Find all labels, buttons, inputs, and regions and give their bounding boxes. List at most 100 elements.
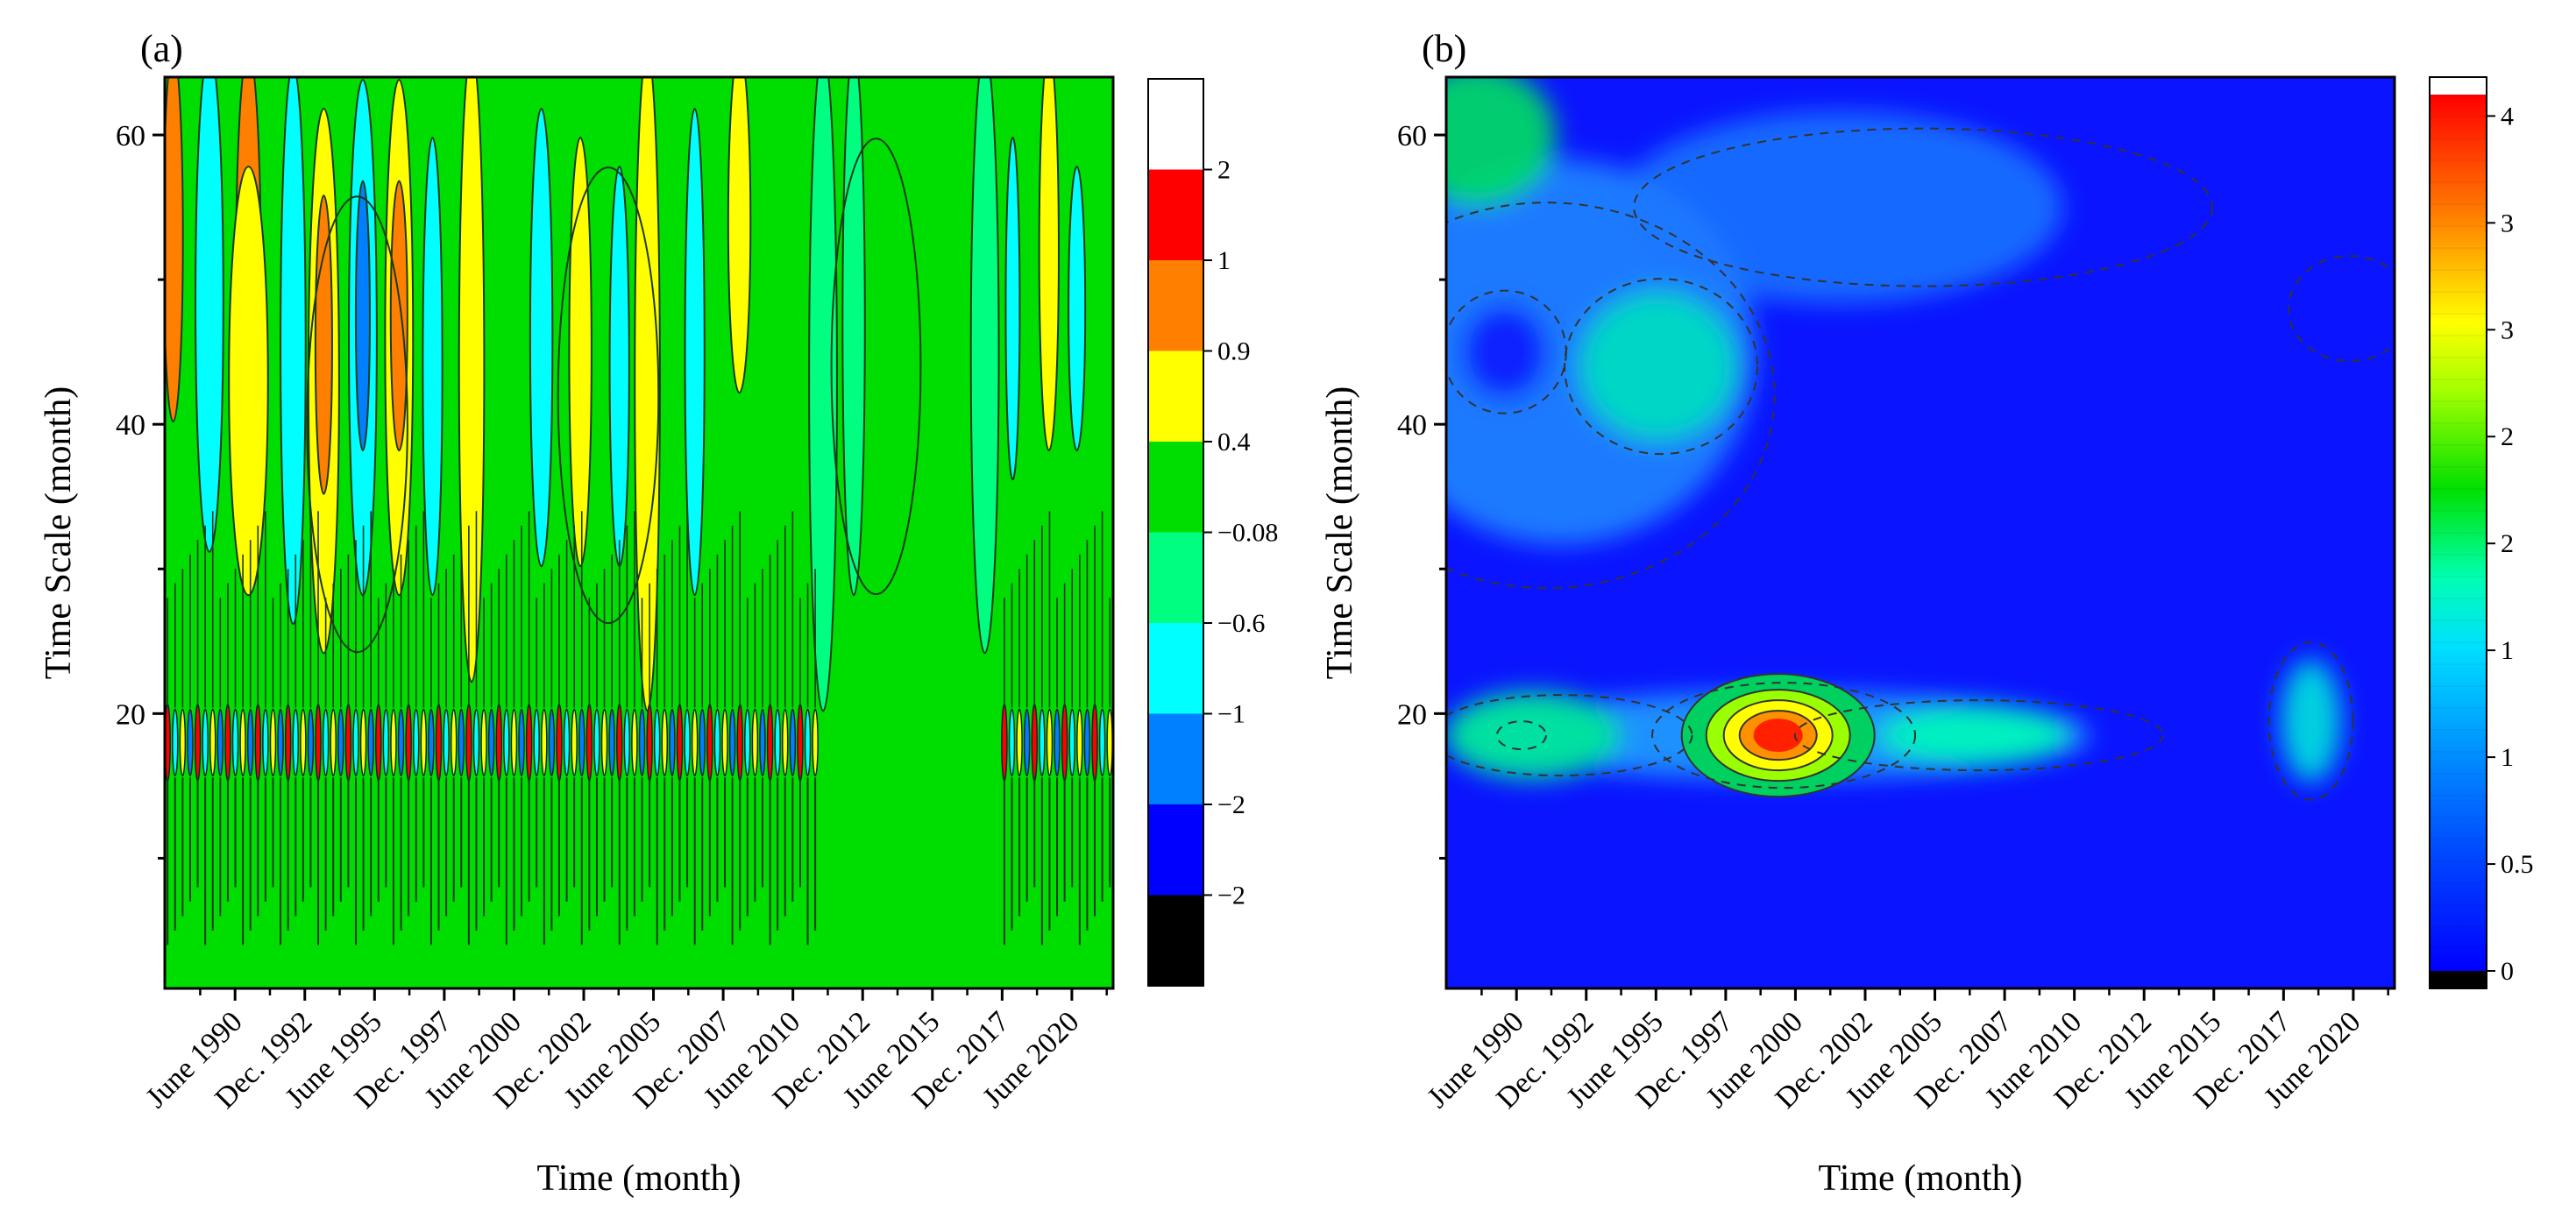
band-oscillation bbox=[736, 703, 743, 782]
band-oscillation bbox=[420, 708, 428, 777]
band-oscillation bbox=[209, 708, 216, 777]
band-oscillation bbox=[390, 708, 397, 777]
colorbar-label: 3 bbox=[2501, 315, 2514, 344]
ridge-blob bbox=[608, 166, 630, 568]
band-oscillation bbox=[623, 708, 631, 777]
plot-frame-b bbox=[1444, 75, 2396, 990]
band-oscillation bbox=[615, 703, 623, 782]
band-oscillation bbox=[631, 708, 638, 777]
band-oscillation bbox=[428, 708, 435, 777]
band-oscillation bbox=[533, 708, 540, 777]
colorbar-top-cap bbox=[2430, 77, 2487, 95]
power-region bbox=[1616, 110, 2063, 304]
band-oscillation bbox=[202, 708, 209, 777]
ridge-blob bbox=[422, 137, 444, 597]
band-oscillation bbox=[1001, 703, 1008, 782]
y-tick-label: 40 bbox=[116, 409, 145, 442]
band-oscillation bbox=[1076, 708, 1083, 777]
band-oscillation bbox=[525, 703, 533, 782]
significance-contour bbox=[2288, 255, 2395, 363]
band-oscillation bbox=[277, 708, 284, 777]
band-oscillation bbox=[563, 708, 571, 777]
band-oscillation bbox=[669, 708, 676, 777]
power-region bbox=[1579, 292, 1737, 442]
band-oscillation bbox=[224, 703, 231, 782]
significance-contour bbox=[1446, 694, 1693, 777]
band-oscillation bbox=[269, 708, 277, 777]
band-oscillation bbox=[1016, 708, 1023, 777]
significance-contour bbox=[1446, 202, 1776, 590]
band-oscillation bbox=[782, 708, 789, 777]
band-oscillation bbox=[571, 708, 578, 777]
band-oscillation bbox=[1106, 708, 1113, 777]
contour-line bbox=[1680, 673, 1876, 798]
band-oscillation bbox=[284, 703, 292, 782]
colorbar-swatch bbox=[1148, 169, 1203, 260]
band-oscillation bbox=[262, 708, 269, 777]
significance-contour bbox=[1793, 699, 2164, 772]
band-oscillation bbox=[307, 708, 315, 777]
band-oscillation bbox=[585, 703, 593, 782]
colorbar-label: 0.9 bbox=[1217, 337, 1251, 366]
x-axis-title-b: Time (month) bbox=[1819, 1158, 2023, 1199]
colorbar-frame bbox=[2429, 76, 2487, 989]
band-oscillation bbox=[676, 703, 684, 782]
band-oscillation bbox=[480, 708, 487, 777]
ridge-blob bbox=[314, 195, 333, 495]
y-tick-label: 20 bbox=[116, 698, 145, 731]
band-oscillation bbox=[713, 708, 721, 777]
wavelet-field-a bbox=[165, 77, 1113, 945]
ridge-blob bbox=[389, 180, 408, 452]
colorbar-label: 2 bbox=[1217, 156, 1231, 185]
band-oscillation bbox=[1083, 708, 1091, 777]
wavelet-power-field-b bbox=[1446, 77, 2395, 801]
ridge-blob bbox=[808, 77, 838, 712]
band-oscillation bbox=[465, 703, 472, 782]
colorbar-label: 0.5 bbox=[2501, 850, 2534, 879]
ridge-blob bbox=[1038, 77, 1060, 452]
band-oscillation bbox=[510, 708, 518, 777]
significance-contour bbox=[1651, 682, 1917, 790]
power-region bbox=[1460, 303, 1549, 400]
ridge-blob bbox=[165, 77, 184, 423]
band-oscillation bbox=[804, 708, 812, 777]
colorbar-label: 1 bbox=[2501, 743, 2514, 772]
band-oscillation bbox=[1031, 703, 1039, 782]
band-oscillation bbox=[231, 708, 239, 777]
band-oscillation bbox=[600, 708, 608, 777]
power-region bbox=[1877, 705, 2070, 766]
band-oscillation bbox=[578, 708, 585, 777]
band-oscillation bbox=[744, 708, 751, 777]
colorbar-label: −2 bbox=[1217, 882, 1245, 910]
colorbar-gradient bbox=[2430, 95, 2487, 971]
band-oscillation bbox=[412, 708, 420, 777]
band-oscillation bbox=[503, 708, 510, 777]
band-oscillation bbox=[766, 703, 774, 782]
band-oscillation bbox=[397, 708, 405, 777]
y-tick-label: 60 bbox=[116, 120, 145, 152]
colorbar-label: −0.08 bbox=[1217, 519, 1278, 548]
colorbar-label: 2 bbox=[2501, 529, 2514, 558]
band-oscillation bbox=[344, 703, 352, 782]
colorbar-bottom-cap bbox=[2430, 971, 2487, 988]
band-oscillation bbox=[443, 708, 450, 777]
y-axis-title-b: Time Scale (month) bbox=[1320, 386, 1360, 679]
ridge-blob bbox=[1004, 137, 1021, 481]
x-axis-title-a: Time (month) bbox=[537, 1158, 742, 1199]
band-oscillation bbox=[1098, 708, 1106, 777]
colorbar-swatch bbox=[1148, 623, 1203, 714]
colorbar-frame bbox=[1147, 78, 1204, 987]
band-oscillation bbox=[638, 708, 646, 777]
ridge-blob bbox=[195, 77, 224, 553]
ridge-blob bbox=[684, 108, 706, 597]
band-oscillation bbox=[751, 708, 759, 777]
power-region bbox=[1446, 77, 1556, 206]
colorbar-label: 1 bbox=[1217, 246, 1231, 275]
significance-contour bbox=[1633, 127, 2214, 287]
band-oscillation bbox=[774, 708, 781, 777]
colorbar-swatch bbox=[1148, 79, 1203, 170]
colorbar-label: −0.6 bbox=[1217, 609, 1265, 638]
band-oscillation bbox=[322, 708, 330, 777]
band-oscillation bbox=[1039, 708, 1046, 777]
